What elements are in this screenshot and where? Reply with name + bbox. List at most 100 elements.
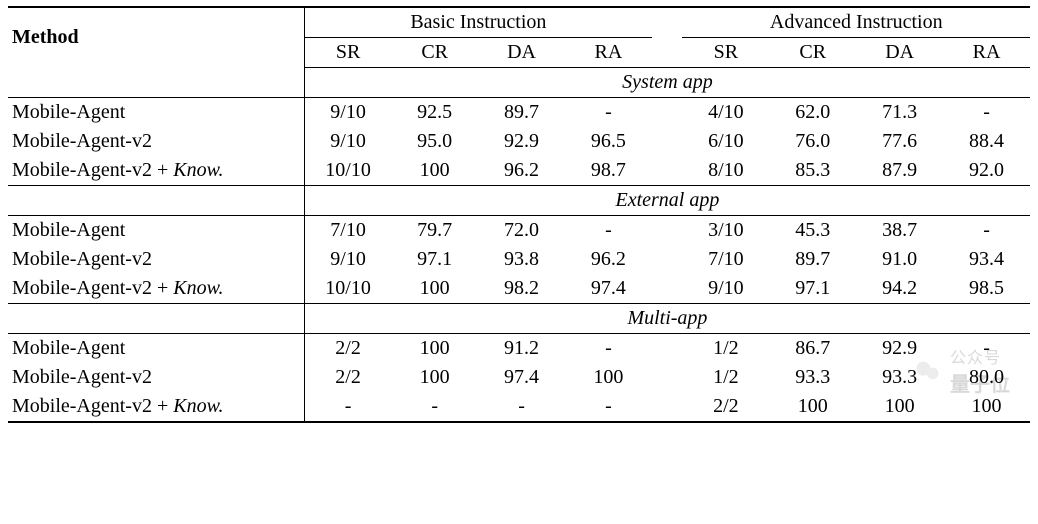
cell-advanced-ra: 100 — [943, 392, 1030, 422]
cell-advanced-ra: - — [943, 98, 1030, 128]
method-cell: Mobile-Agent-v2 + Know. — [8, 156, 304, 186]
cell-advanced-ra: - — [943, 216, 1030, 246]
cell-basic-sr: 10/10 — [304, 274, 391, 304]
cell-advanced-sr: 7/10 — [682, 245, 769, 274]
table-row: Mobile-Agent-v22/210097.41001/293.393.38… — [8, 363, 1030, 392]
cell-advanced-cr: 45.3 — [769, 216, 856, 246]
cell-advanced-da: 71.3 — [856, 98, 943, 128]
cell-advanced-da: 100 — [856, 392, 943, 422]
table-row: Mobile-Agent-v2 + Know.----2/2100100100 — [8, 392, 1030, 422]
section-method-spacer — [8, 68, 304, 98]
method-cell: Mobile-Agent — [8, 98, 304, 128]
method-cell: Mobile-Agent — [8, 216, 304, 246]
cell-basic-da: 93.8 — [478, 245, 565, 274]
col-adv-sr: SR — [682, 38, 769, 68]
cell-basic-cr: - — [391, 392, 478, 422]
table-body: System appMobile-Agent9/1092.589.7-4/106… — [8, 68, 1030, 423]
section-method-spacer — [8, 304, 304, 334]
section-label: External app — [304, 186, 1030, 216]
cell-basic-sr: 9/10 — [304, 98, 391, 128]
cell-advanced-sr: 2/2 — [682, 392, 769, 422]
cell-basic-ra: - — [565, 334, 652, 364]
cell-basic-ra: - — [565, 98, 652, 128]
cell-basic-da: 97.4 — [478, 363, 565, 392]
cell-basic-ra: 96.2 — [565, 245, 652, 274]
cell-advanced-sr: 1/2 — [682, 363, 769, 392]
col-basic-da: DA — [478, 38, 565, 68]
cell-basic-da: 98.2 — [478, 274, 565, 304]
col-adv-cr: CR — [769, 38, 856, 68]
header-row-groups: Method Basic Instruction Advanced Instru… — [8, 7, 1030, 38]
col-gap — [652, 392, 683, 422]
table-row: Mobile-Agent-v29/1097.193.896.27/1089.79… — [8, 245, 1030, 274]
cell-basic-ra: - — [565, 216, 652, 246]
cell-basic-da: - — [478, 392, 565, 422]
cell-advanced-da: 93.3 — [856, 363, 943, 392]
cell-basic-da: 72.0 — [478, 216, 565, 246]
table-row: Mobile-Agent-v2 + Know.10/1010096.298.78… — [8, 156, 1030, 186]
col-gap — [652, 127, 683, 156]
cell-advanced-da: 94.2 — [856, 274, 943, 304]
cell-advanced-ra: 98.5 — [943, 274, 1030, 304]
method-cell: Mobile-Agent-v2 — [8, 245, 304, 274]
col-basic-sr: SR — [304, 38, 391, 68]
cell-advanced-ra: 93.4 — [943, 245, 1030, 274]
col-gap — [652, 245, 683, 274]
section-header-row: External app — [8, 186, 1030, 216]
cell-basic-cr: 100 — [391, 334, 478, 364]
cell-advanced-da: 91.0 — [856, 245, 943, 274]
results-table: Method Basic Instruction Advanced Instru… — [8, 6, 1030, 423]
col-gap — [652, 98, 683, 128]
cell-basic-sr: 10/10 — [304, 156, 391, 186]
col-gap — [652, 7, 683, 38]
cell-basic-da: 91.2 — [478, 334, 565, 364]
section-method-spacer — [8, 186, 304, 216]
cell-advanced-da: 87.9 — [856, 156, 943, 186]
col-gap — [652, 38, 683, 68]
col-group-basic: Basic Instruction — [304, 7, 651, 38]
table-row: Mobile-Agent-v2 + Know.10/1010098.297.4 9… — [8, 274, 1030, 304]
method-cell: Mobile-Agent-v2 + Know. — [8, 392, 304, 422]
cell-advanced-cr: 100 — [769, 392, 856, 422]
cell-advanced-sr: 3/10 — [682, 216, 769, 246]
cell-basic-ra: 100 — [565, 363, 652, 392]
cell-basic-sr: 9/10 — [304, 127, 391, 156]
cell-basic-da: 89.7 — [478, 98, 565, 128]
cell-advanced-cr: 86.7 — [769, 334, 856, 364]
cell-advanced-sr: 9/10 — [682, 274, 769, 304]
table-row: Mobile-Agent7/1079.772.0-3/1045.338.7- — [8, 216, 1030, 246]
cell-basic-ra: 96.5 — [565, 127, 652, 156]
cell-basic-cr: 100 — [391, 363, 478, 392]
cell-basic-cr: 97.1 — [391, 245, 478, 274]
cell-advanced-cr: 93.3 — [769, 363, 856, 392]
section-label: System app — [304, 68, 1030, 98]
cell-basic-cr: 79.7 — [391, 216, 478, 246]
col-basic-ra: RA — [565, 38, 652, 68]
col-header-method: Method — [8, 7, 304, 68]
cell-advanced-sr: 4/10 — [682, 98, 769, 128]
cell-advanced-da: 77.6 — [856, 127, 943, 156]
method-cell: Mobile-Agent-v2 + Know. — [8, 274, 304, 304]
col-gap — [652, 334, 683, 364]
method-cell: Mobile-Agent — [8, 334, 304, 364]
section-label: Multi-app — [304, 304, 1030, 334]
cell-basic-sr: 2/2 — [304, 363, 391, 392]
cell-advanced-sr: 8/10 — [682, 156, 769, 186]
method-cell: Mobile-Agent-v2 — [8, 127, 304, 156]
cell-basic-da: 92.9 — [478, 127, 565, 156]
cell-basic-ra: 98.7 — [565, 156, 652, 186]
cell-basic-sr: 7/10 — [304, 216, 391, 246]
table-row: Mobile-Agent2/210091.2-1/286.792.9- — [8, 334, 1030, 364]
cell-basic-ra: 97.4 — [565, 274, 652, 304]
cell-advanced-ra: - — [943, 334, 1030, 364]
col-group-advanced: Advanced Instruction — [682, 7, 1030, 38]
cell-advanced-sr: 6/10 — [682, 127, 769, 156]
cell-advanced-cr: 89.7 — [769, 245, 856, 274]
section-header-row: Multi-app — [8, 304, 1030, 334]
cell-basic-cr: 95.0 — [391, 127, 478, 156]
cell-basic-cr: 100 — [391, 274, 478, 304]
cell-basic-cr: 100 — [391, 156, 478, 186]
col-gap — [652, 156, 683, 186]
col-basic-cr: CR — [391, 38, 478, 68]
cell-basic-ra: - — [565, 392, 652, 422]
